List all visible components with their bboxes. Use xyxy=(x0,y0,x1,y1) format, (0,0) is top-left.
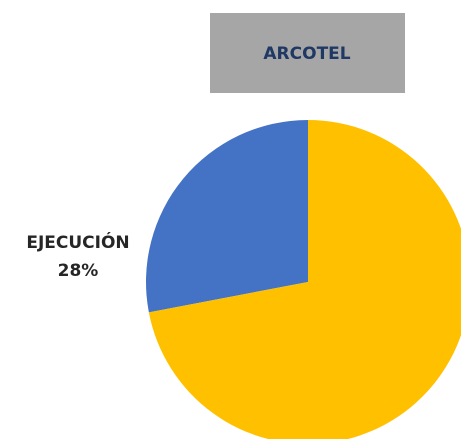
pie-slice xyxy=(148,120,461,439)
title-box xyxy=(210,13,405,93)
slice-label: EJECUCIÓN xyxy=(26,231,129,253)
slice-value: 28% xyxy=(58,261,99,281)
chart-title: ARCOTEL xyxy=(263,44,350,64)
pie-slice xyxy=(146,120,308,313)
